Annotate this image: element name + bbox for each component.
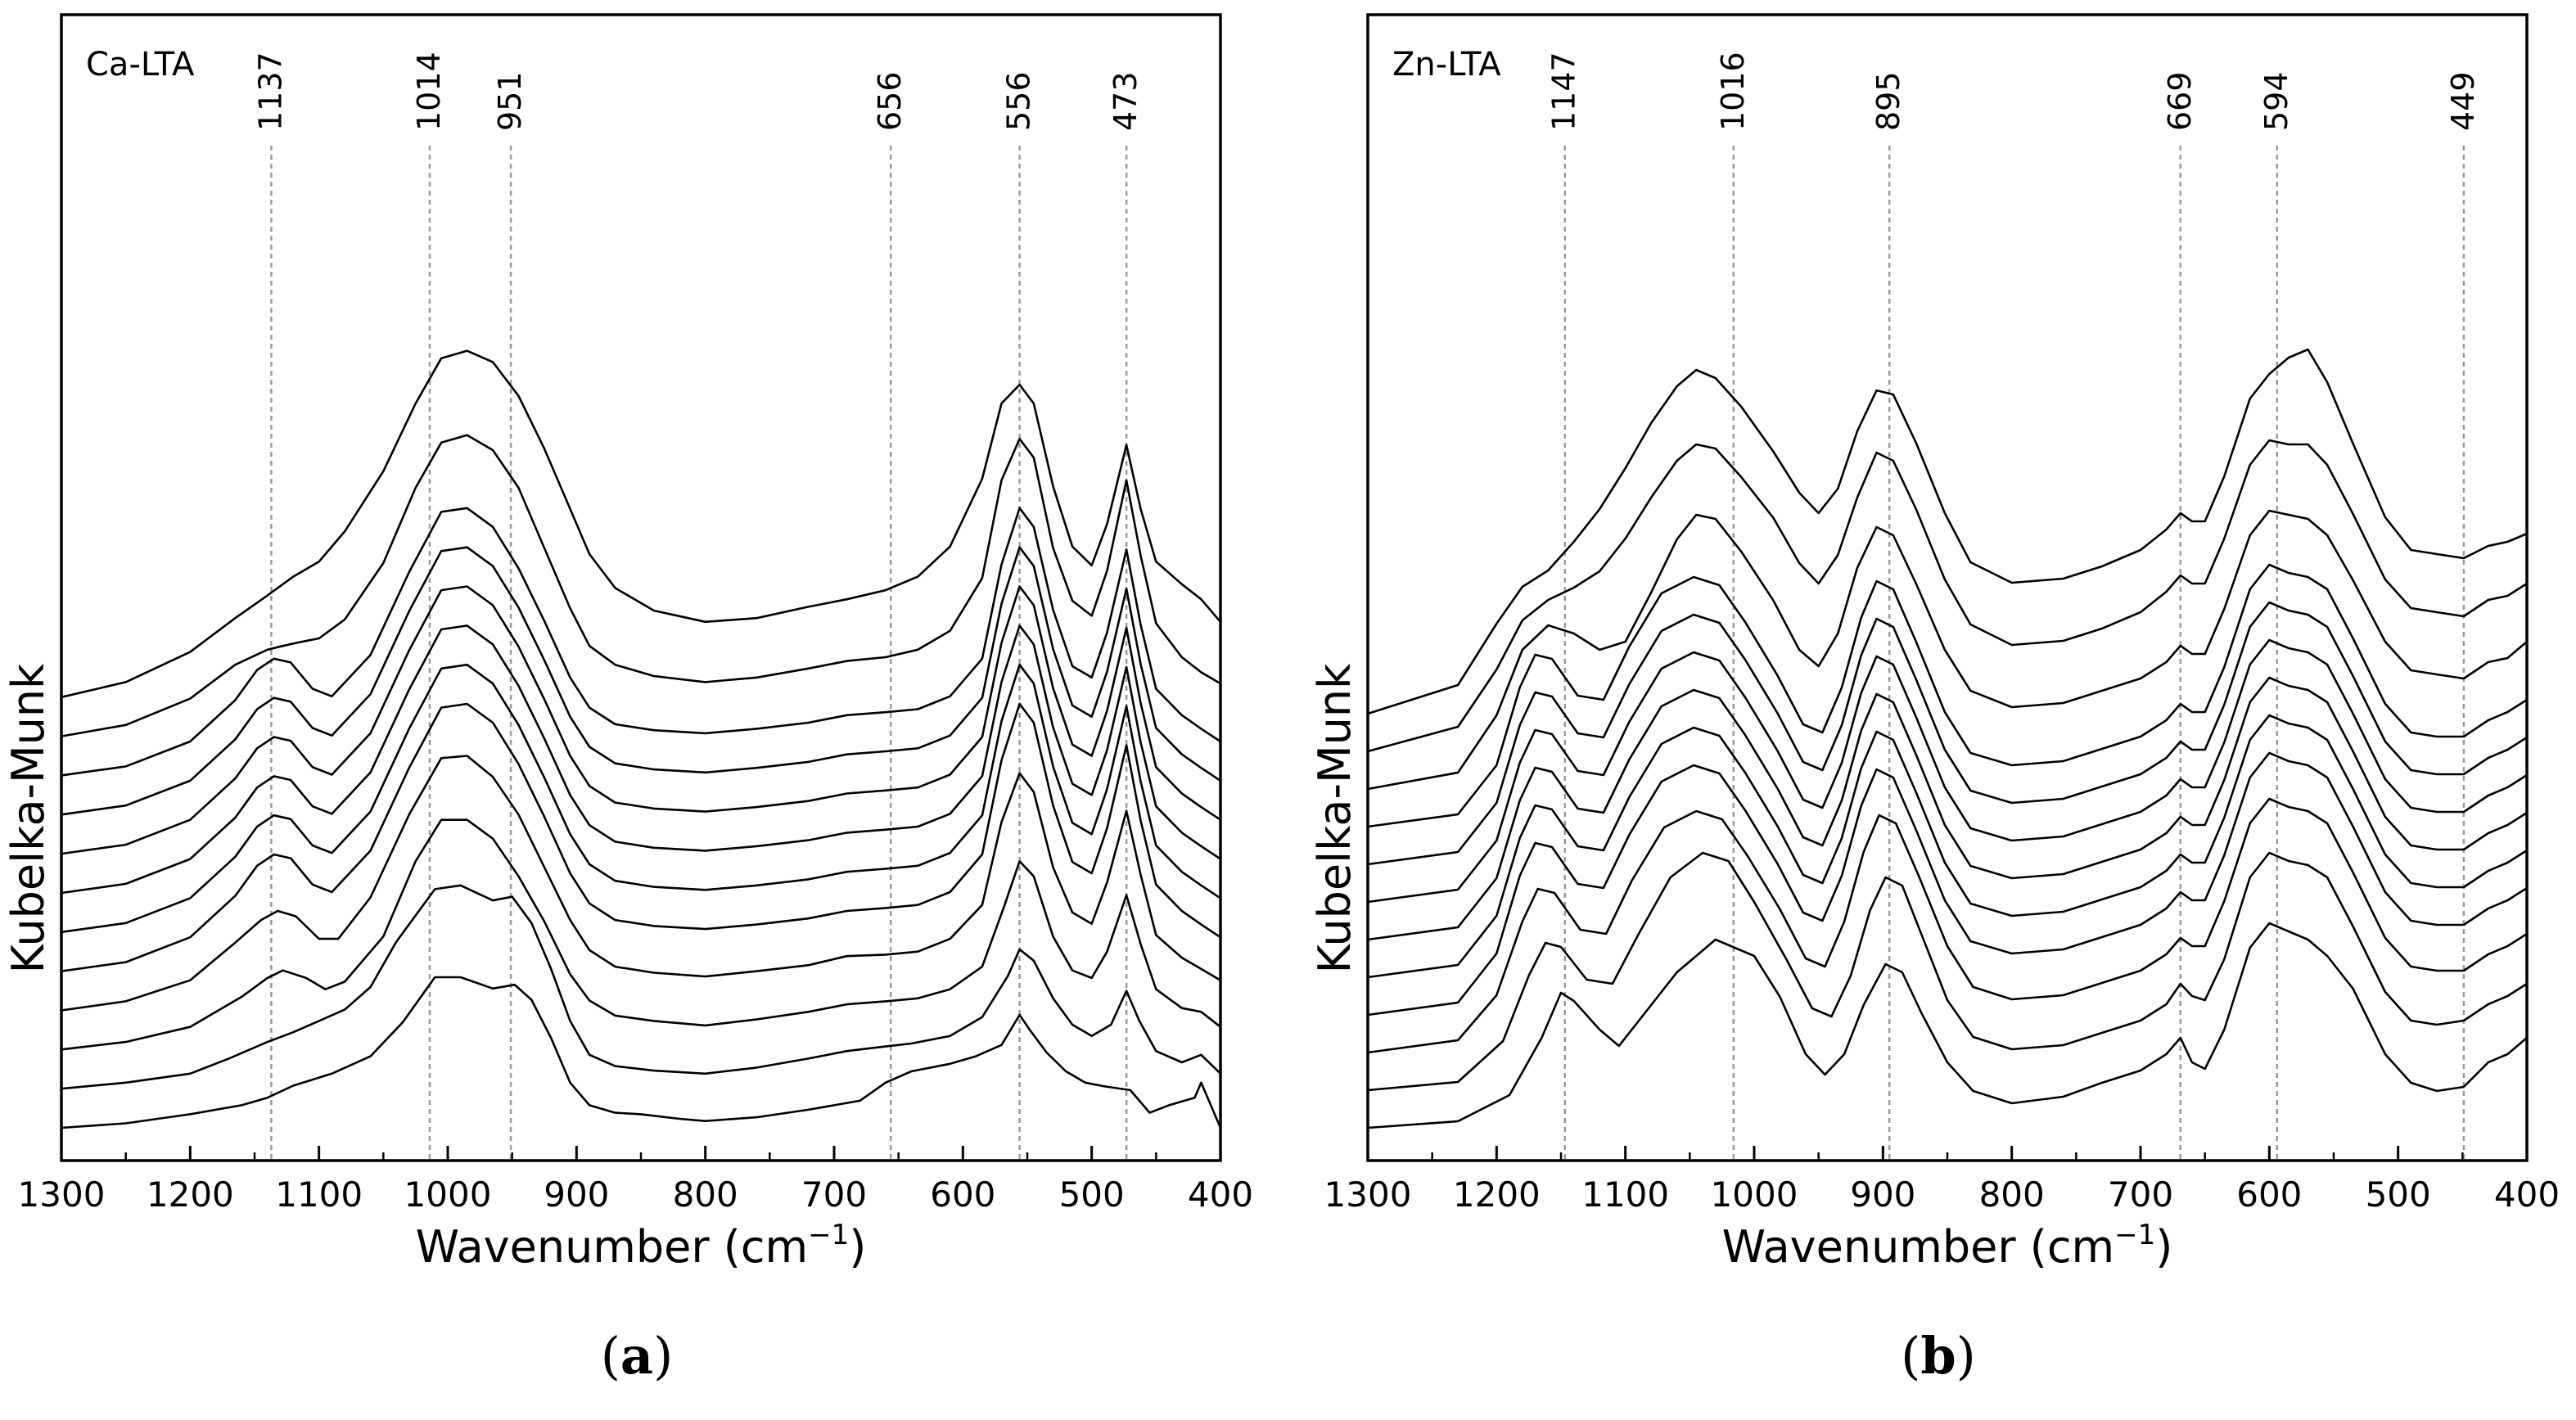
x-tick-label-1000: 1000 (404, 1174, 492, 1215)
x-tick-label-600: 600 (930, 1174, 995, 1215)
spectrum-line-6 (61, 663, 1221, 934)
reference-label-449: 449 (2445, 71, 2481, 131)
reference-label-656: 656 (872, 71, 908, 131)
spectrum-line-4 (61, 755, 1221, 1012)
spectrum-line-11 (1367, 439, 2528, 753)
spectrum-line-1 (1367, 922, 2528, 1129)
plot-frame (60, 13, 1222, 1162)
reference-label-951: 951 (492, 71, 528, 131)
spectrum-line-1 (61, 976, 1222, 1129)
panel-a-caption: (a) (600, 1326, 674, 1386)
x-tick-label-1100: 1100 (1581, 1174, 1669, 1215)
spectrum-line-10 (61, 507, 1221, 777)
reference-label-556: 556 (1001, 71, 1037, 131)
spectrum-line-7 (61, 624, 1221, 895)
reference-label-895: 895 (1870, 71, 1906, 131)
sample-label: Zn-LTA (1392, 46, 1501, 83)
x-tick-label-1100: 1100 (275, 1174, 363, 1215)
sample-label: Ca-LTA (86, 46, 195, 83)
spectrum-line-5 (61, 702, 1221, 972)
x-tick-label-1200: 1200 (1453, 1174, 1541, 1215)
x-tick-label-700: 700 (801, 1174, 867, 1215)
x-axis-label: Wavenumber (cm−1) (416, 1219, 867, 1273)
y-axis-label: Kubelka-Munk (1309, 663, 1360, 973)
x-tick-label-400: 400 (2494, 1174, 2560, 1215)
spectrum-line-5 (1367, 714, 2528, 979)
x-tick-label-800: 800 (1979, 1174, 2045, 1215)
spectrum-line-12 (1367, 348, 2528, 715)
spectrum-line-3 (61, 818, 1221, 1051)
spectrum-line-8 (1367, 601, 2528, 866)
x-tick-label-600: 600 (2236, 1174, 2302, 1215)
panel-a-chart: 1137 1014 951 656 556 473 1300 1200 1100 1000 900 8… (2, 13, 1253, 1273)
x-tick-label-1000: 1000 (1711, 1174, 1798, 1215)
reference-label-594: 594 (2258, 71, 2294, 131)
panel-b-caption: (b) (1901, 1326, 1976, 1386)
reference-label-1147: 1147 (1546, 52, 1582, 131)
panel-b-chart: 1147 1016 895 669 594 449 1300 1200 1100 1000 900 8… (1309, 13, 2560, 1273)
spectrum-line-7 (1367, 638, 2528, 904)
spectrum-line-4 (1367, 751, 2528, 1017)
x-tick-label-900: 900 (544, 1174, 609, 1215)
x-tick-label-500: 500 (1059, 1174, 1125, 1215)
reference-label-669: 669 (2162, 71, 2198, 131)
reference-label-1014: 1014 (411, 52, 447, 131)
x-tick-label-700: 700 (2108, 1174, 2173, 1215)
spectrum-line-11 (61, 434, 1221, 737)
x-tick-label-1300: 1300 (18, 1174, 106, 1215)
reference-label-1016: 1016 (1715, 52, 1751, 131)
panel-b-caption-letter: b (1920, 1326, 1956, 1386)
x-tick-label-500: 500 (2366, 1174, 2431, 1215)
spectrum-line-6 (1367, 676, 2528, 941)
reference-label-1137: 1137 (252, 52, 288, 131)
x-tick-label-900: 900 (1850, 1174, 1915, 1215)
spectrum-line-10 (1367, 509, 2528, 791)
x-tick-label-1200: 1200 (147, 1174, 234, 1215)
reference-label-473: 473 (1108, 71, 1144, 131)
spectrum-line-12 (61, 349, 1221, 699)
x-tick-label-400: 400 (1188, 1174, 1253, 1215)
spectrum-line-9 (61, 546, 1221, 816)
x-tick-label-800: 800 (673, 1174, 738, 1215)
spectrum-line-3 (1367, 797, 2528, 1054)
spectrum-line-2 (1367, 851, 2528, 1092)
spectrum-line-2 (61, 884, 1221, 1090)
spectrum-line-8 (61, 585, 1221, 855)
spectrum-line-9 (1367, 563, 2528, 828)
x-axis-label: Wavenumber (cm−1) (1722, 1219, 2173, 1273)
panel-a-caption-letter: a (620, 1326, 654, 1386)
x-tick-label-1300: 1300 (1324, 1174, 1412, 1215)
y-axis-label: Kubelka-Munk (2, 663, 54, 973)
